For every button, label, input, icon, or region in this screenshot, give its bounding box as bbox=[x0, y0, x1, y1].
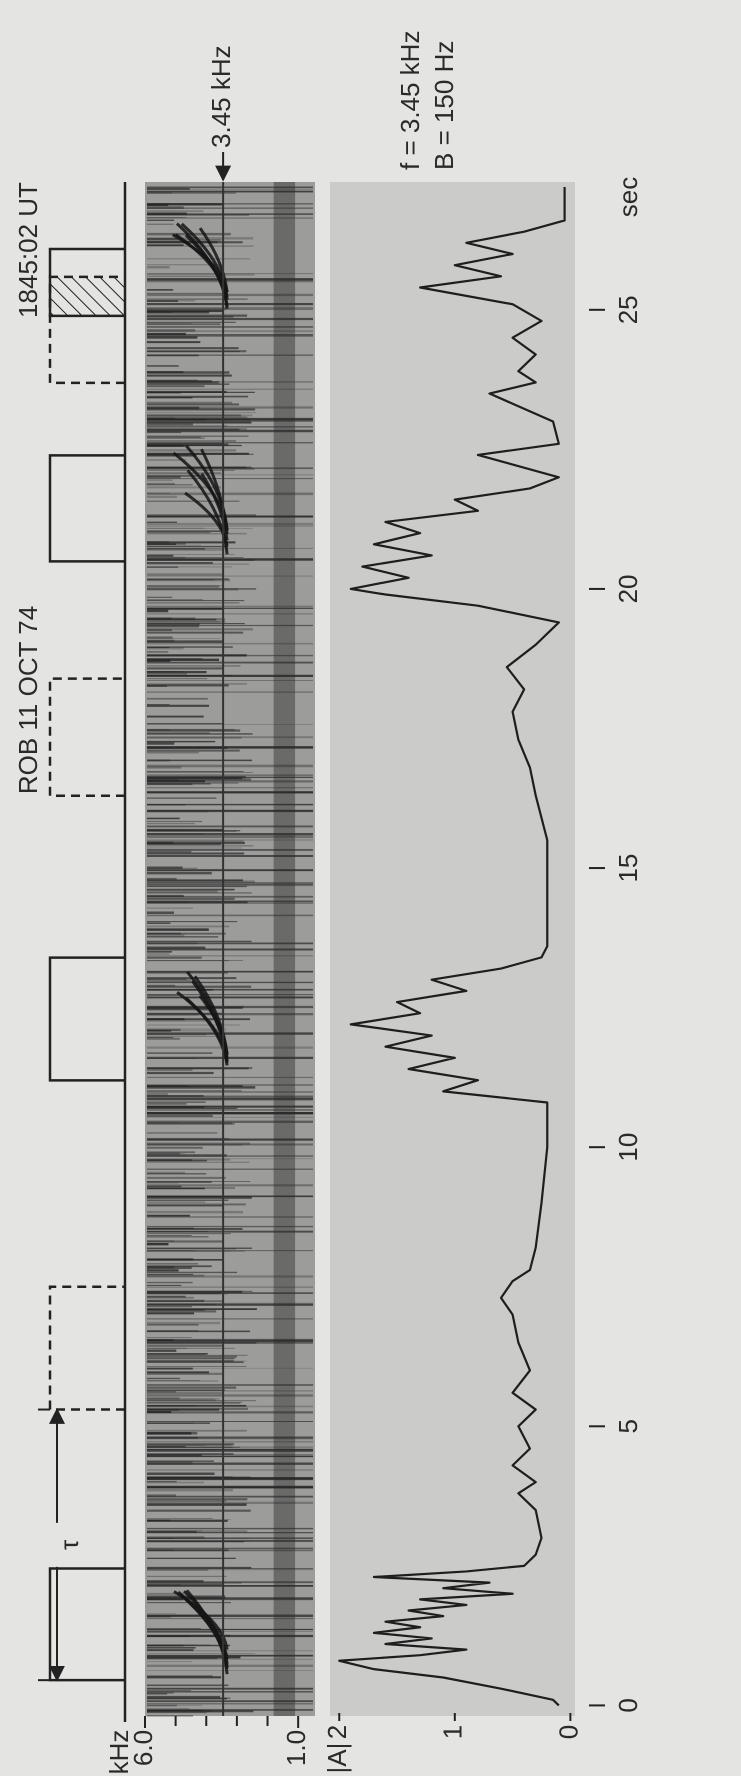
spectrogram-emission bbox=[173, 1590, 229, 1650]
x-tick-label: 15 bbox=[613, 854, 643, 883]
y-tick-label: 0 bbox=[553, 1725, 583, 1739]
annotation: B = 150 Hz bbox=[429, 41, 459, 170]
x-tick-label: 10 bbox=[613, 1133, 643, 1162]
marker-label: 3.45 kHz bbox=[206, 45, 236, 148]
spectrogram-emission bbox=[184, 491, 229, 547]
pulse bbox=[48, 1567, 125, 1682]
y-axis-label: |A| bbox=[322, 1743, 352, 1774]
spectrogram-emission bbox=[172, 451, 229, 531]
pulse bbox=[48, 956, 125, 1082]
spectrogram-emission bbox=[198, 227, 229, 293]
spectrogram-emission bbox=[200, 472, 229, 541]
spectrogram-emission bbox=[184, 234, 229, 307]
x-tick-label: 25 bbox=[613, 295, 643, 324]
rotated-figure: ROB 11 OCT 74 1845:02 UT τ 3.45 kHz 6.0 1.0… bbox=[13, 31, 643, 1775]
y-tick-label: 1.0 bbox=[281, 1730, 311, 1766]
figure-time: 1845:02 UT bbox=[13, 182, 43, 318]
y-tick-label: 1 bbox=[438, 1725, 468, 1739]
plot-background bbox=[330, 182, 575, 1716]
pulse-hatch bbox=[50, 276, 125, 316]
pulse bbox=[48, 677, 125, 798]
y-tick-label: 6.0 bbox=[128, 1730, 158, 1766]
x-tick-label: 5 bbox=[613, 1419, 643, 1433]
x-tick-label: 0 bbox=[613, 1698, 643, 1712]
y-tick-label: 2 bbox=[322, 1725, 352, 1739]
x-axis-label: sec bbox=[613, 177, 643, 217]
pulse bbox=[48, 454, 125, 563]
pulse bbox=[48, 1285, 125, 1411]
amplitude-line bbox=[338, 187, 566, 1707]
annotation: f = 3.45 kHz bbox=[395, 31, 425, 170]
x-tick-label: 20 bbox=[613, 574, 643, 603]
period-label: τ bbox=[54, 1539, 84, 1550]
y-axis-label: kHz bbox=[104, 1730, 134, 1775]
spectrogram-emission bbox=[193, 975, 229, 1055]
figure-title: ROB 11 OCT 74 bbox=[13, 606, 43, 794]
